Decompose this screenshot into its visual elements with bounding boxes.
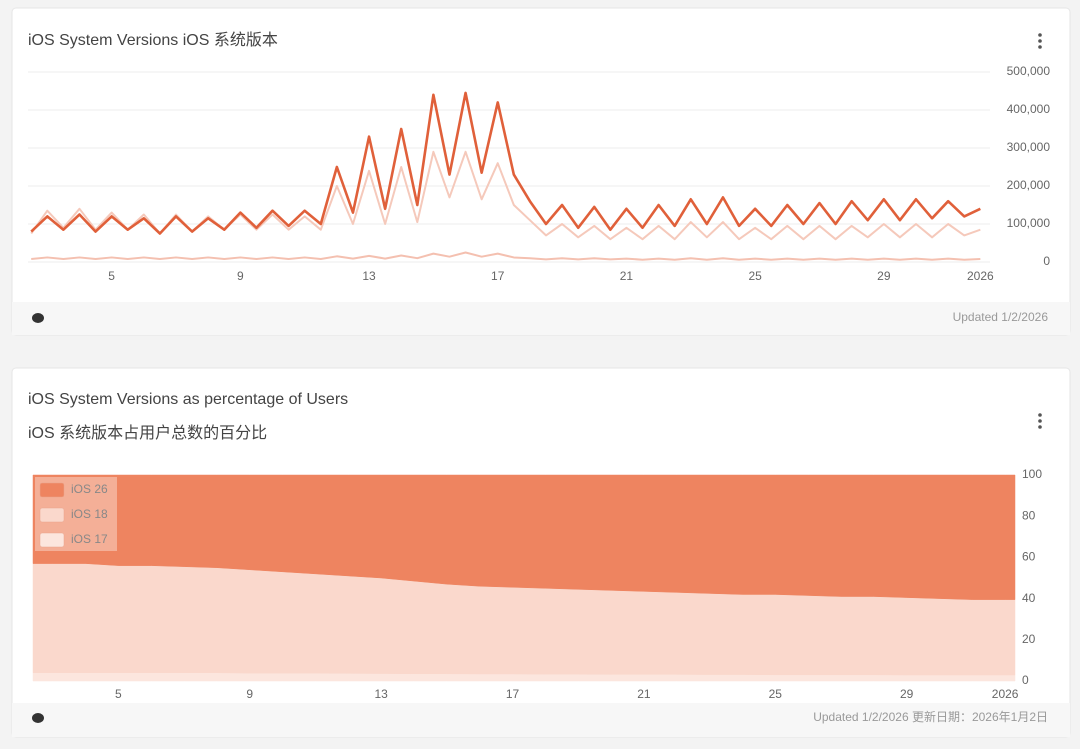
area: [32, 474, 1016, 600]
legend-label: iOS 26: [71, 482, 108, 496]
menu-button[interactable]: [1038, 413, 1042, 429]
x-tick-label: 25: [748, 269, 762, 283]
y-tick-label: 0: [1022, 673, 1029, 687]
x-tick-label: 13: [374, 687, 388, 701]
x-tick-label: 9: [237, 269, 244, 283]
legend-swatch: [39, 532, 65, 548]
source-icon[interactable]: [32, 713, 44, 723]
x-tick-label: 29: [900, 687, 914, 701]
y-tick-label: 20: [1022, 632, 1036, 646]
plot: iOS 26 iOS 18 iOS 17: [32, 474, 1016, 682]
y-tick-label: 500,000: [1007, 64, 1051, 78]
card-footer: [12, 703, 1070, 737]
legend-label: iOS 17: [71, 532, 108, 546]
x-tick-label: 29: [877, 269, 891, 283]
x-tick-label: 2026: [992, 687, 1019, 701]
y-tick-label: 80: [1022, 508, 1036, 522]
updated-note: Updated 1/2/2026 更新日期：2026年1月2日: [813, 709, 1048, 724]
legend-swatch: [39, 482, 65, 498]
y-tick-label: 300,000: [1007, 140, 1051, 154]
card-footer: [12, 302, 1070, 335]
x-tick-label: 5: [115, 687, 122, 701]
chart-title: iOS System Versions as percentage of Use…: [28, 391, 348, 408]
y-tick-label: 0: [1043, 254, 1050, 268]
plot: [30, 91, 981, 261]
x-tick-label: 25: [769, 687, 783, 701]
chart-subtitle: iOS 系统版本占用户总数的百分比: [28, 424, 267, 442]
y-tick-label: 100: [1022, 467, 1042, 481]
y-tick-label: 400,000: [1007, 102, 1051, 116]
menu-button[interactable]: [1038, 33, 1042, 49]
updated-note: Updated 1/2/2026: [953, 310, 1049, 324]
y-tick-label: 100,000: [1007, 216, 1051, 230]
x-tick-label: 21: [637, 687, 651, 701]
chart-title: iOS System Versions iOS 系统版本: [28, 31, 278, 49]
x-tick-label: 17: [491, 269, 505, 283]
x-tick-label: 9: [246, 687, 253, 701]
line: [31, 251, 981, 261]
legend-swatch: [39, 507, 65, 523]
line: [30, 91, 981, 235]
legend-label: iOS 18: [71, 507, 108, 521]
x-tick-label: 5: [108, 269, 115, 283]
y-tick-label: 60: [1022, 550, 1036, 564]
y-tick-label: 200,000: [1007, 178, 1051, 192]
x-tick-label: 2026: [967, 269, 994, 283]
x-tick-label: 17: [506, 687, 520, 701]
x-tick-label: 21: [620, 269, 634, 283]
x-tick-label: 13: [362, 269, 376, 283]
y-tick-label: 40: [1022, 591, 1036, 605]
source-icon[interactable]: [32, 313, 44, 323]
card: [11, 7, 1071, 336]
